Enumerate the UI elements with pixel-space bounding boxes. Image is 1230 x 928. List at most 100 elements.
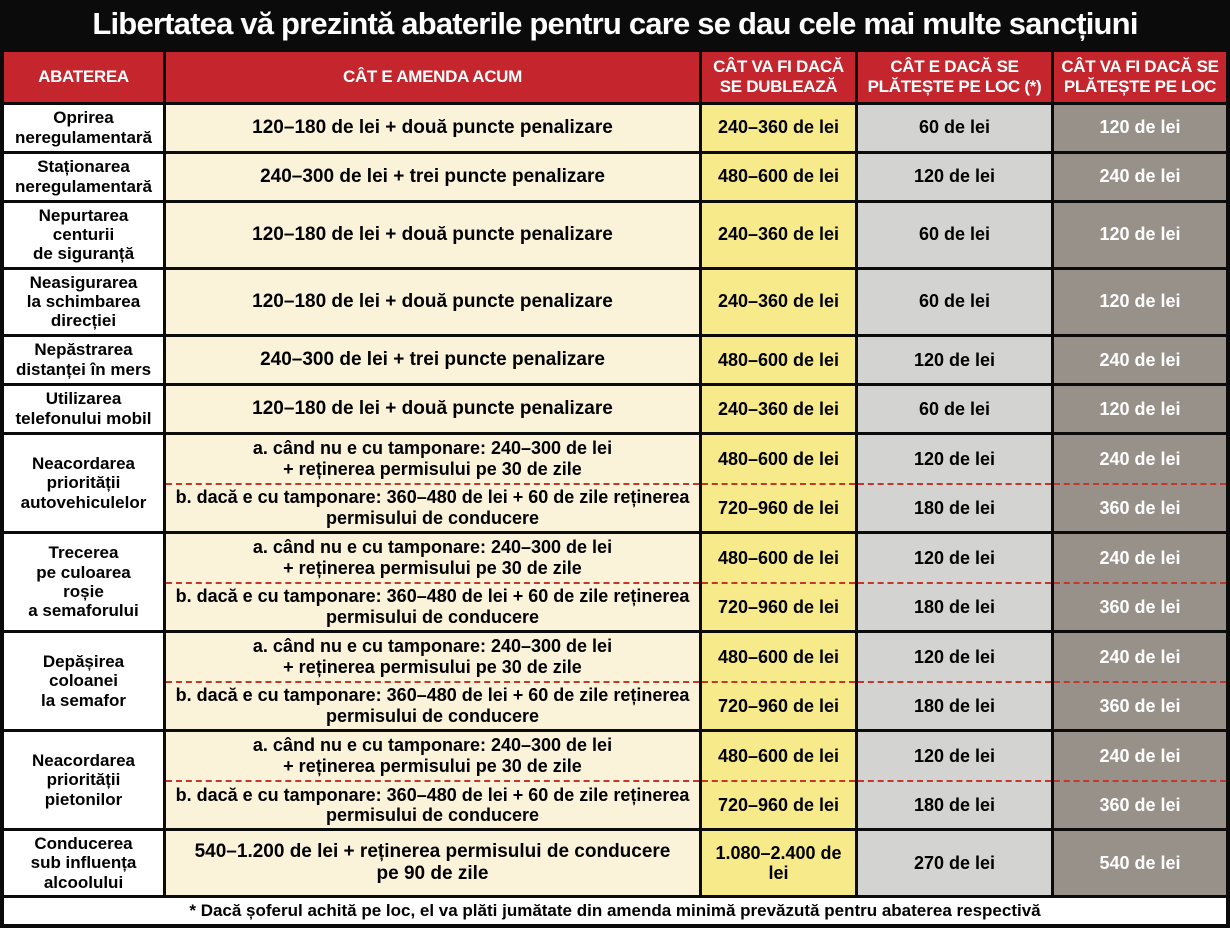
fine-on-spot-future-value: 240 de lei xyxy=(1054,153,1226,200)
sub-row: b. dacă e cu tamponare: 360–480 de lei +… xyxy=(166,780,1226,829)
fine-doubled-value: 1.080–2.400 de lei xyxy=(702,831,855,896)
violation-label: Nepurtarea centurii de siguranță xyxy=(4,202,163,267)
fine-doubled-value: 720–960 de lei xyxy=(702,780,855,829)
table-row: Neacordarea priorității autovehiculelor a… xyxy=(4,434,1226,531)
sub-row: 120–180 de lei + două puncte penalizare 2… xyxy=(166,104,1226,151)
fine-on-spot-value: 120 de lei xyxy=(858,632,1051,681)
fine-doubled-value: 240–360 de lei xyxy=(702,104,855,151)
row-sub-rows: a. când nu e cu tamponare: 240–300 de le… xyxy=(166,533,1226,630)
fine-on-spot-future-value: 360 de lei xyxy=(1054,780,1226,829)
fine-now-value: b. dacă e cu tamponare: 360–480 de lei +… xyxy=(166,581,699,630)
sub-row: 240–300 de lei + trei puncte penalizare 4… xyxy=(166,153,1226,200)
header-abaterea: ABATEREA xyxy=(4,51,163,102)
violation-label: Conducerea sub influența alcoolului xyxy=(4,831,163,896)
fine-now-value: a. când nu e cu tamponare: 240–300 de le… xyxy=(166,731,699,781)
fine-on-spot-value: 120 de lei xyxy=(858,731,1051,781)
fine-now-value: b. dacă e cu tamponare: 360–480 de lei +… xyxy=(166,680,699,729)
sub-row: a. când nu e cu tamponare: 240–300 de le… xyxy=(166,731,1226,781)
fine-on-spot-value: 120 de lei xyxy=(858,434,1051,483)
fine-on-spot-future-value: 120 de lei xyxy=(1054,104,1226,151)
sub-row: a. când nu e cu tamponare: 240–300 de le… xyxy=(166,632,1226,681)
table-row: Neasigurarea la schimbarea direcției 120–… xyxy=(4,269,1226,334)
fine-on-spot-future-value: 240 de lei xyxy=(1054,434,1226,483)
violation-label: Neacordarea priorității pietonilor xyxy=(4,731,163,829)
row-sub-rows: 240–300 de lei + trei puncte penalizare 4… xyxy=(166,336,1226,383)
fine-now-value: a. când nu e cu tamponare: 240–300 de le… xyxy=(166,533,699,582)
fine-now-value: 120–180 de lei + două puncte penalizare xyxy=(166,269,699,334)
page-title: Libertatea vă prezintă abaterile pentru … xyxy=(92,6,1138,41)
fine-on-spot-future-value: 540 de lei xyxy=(1054,831,1226,896)
fine-doubled-value: 240–360 de lei xyxy=(702,269,855,334)
table-row: Nepăstrarea distanței în mers 240–300 de … xyxy=(4,336,1226,383)
fine-doubled-value: 480–600 de lei xyxy=(702,153,855,200)
row-sub-rows: a. când nu e cu tamponare: 240–300 de le… xyxy=(166,434,1226,531)
fine-now-value: b. dacă e cu tamponare: 360–480 de lei +… xyxy=(166,482,699,531)
fine-on-spot-value: 180 de lei xyxy=(858,581,1051,630)
fine-now-value: 540–1.200 de lei + reținerea permisului … xyxy=(166,831,699,896)
fine-now-value: 240–300 de lei + trei puncte penalizare xyxy=(166,153,699,200)
row-sub-rows: 120–180 de lei + două puncte penalizare 2… xyxy=(166,269,1226,334)
fine-now-value: 240–300 de lei + trei puncte penalizare xyxy=(166,336,699,383)
fine-on-spot-value: 60 de lei xyxy=(858,269,1051,334)
row-sub-rows: 240–300 de lei + trei puncte penalizare 4… xyxy=(166,153,1226,200)
fine-on-spot-value: 60 de lei xyxy=(858,385,1051,432)
title-bar: Libertatea vă prezintă abaterile pentru … xyxy=(4,4,1226,49)
fine-now-value: a. când nu e cu tamponare: 240–300 de le… xyxy=(166,434,699,483)
sub-row: 240–300 de lei + trei puncte penalizare 4… xyxy=(166,336,1226,383)
header-plateste-pe-loc-viitor: CÂT VA FI DACĂ SE PLĂTEȘTE PE LOC xyxy=(1054,51,1226,102)
violation-label: Utilizarea telefonului mobil xyxy=(4,385,163,432)
sub-row: a. când nu e cu tamponare: 240–300 de le… xyxy=(166,434,1226,483)
violation-label: Neacordarea priorității autovehiculelor xyxy=(4,434,163,531)
footnote-row: * Dacă șoferul achită pe loc, el va plăt… xyxy=(4,898,1226,925)
sub-row: b. dacă e cu tamponare: 360–480 de lei +… xyxy=(166,680,1226,729)
fine-on-spot-future-value: 360 de lei xyxy=(1054,680,1226,729)
fine-doubled-value: 240–360 de lei xyxy=(702,202,855,267)
fine-doubled-value: 480–600 de lei xyxy=(702,533,855,582)
fine-on-spot-value: 60 de lei xyxy=(858,202,1051,267)
violation-label: Nepăstrarea distanței în mers xyxy=(4,336,163,383)
fine-on-spot-value: 180 de lei xyxy=(858,680,1051,729)
fine-on-spot-future-value: 240 de lei xyxy=(1054,336,1226,383)
fine-on-spot-value: 180 de lei xyxy=(858,780,1051,829)
row-sub-rows: a. când nu e cu tamponare: 240–300 de le… xyxy=(166,632,1226,729)
fine-now-value: b. dacă e cu tamponare: 360–480 de lei +… xyxy=(166,780,699,829)
header-plateste-pe-loc-acum: CÂT E DACĂ SE PLĂTEȘTE PE LOC (*) xyxy=(858,51,1051,102)
table-rows: Oprirea neregulamentară 120–180 de lei + … xyxy=(4,104,1226,896)
header-dubleaza: CÂT VA FI DACĂ SE DUBLEAZĂ xyxy=(702,51,855,102)
violation-label: Trecerea pe culoarea roșie a semaforului xyxy=(4,533,163,630)
fine-now-value: 120–180 de lei + două puncte penalizare xyxy=(166,104,699,151)
fine-on-spot-future-value: 240 de lei xyxy=(1054,731,1226,781)
header-amenda-acum: CÂT E AMENDA ACUM xyxy=(166,51,699,102)
sub-row: 120–180 de lei + două puncte penalizare 2… xyxy=(166,202,1226,267)
row-sub-rows: 540–1.200 de lei + reținerea permisului … xyxy=(166,831,1226,896)
table-row: Conducerea sub influența alcoolului 540–1… xyxy=(4,831,1226,896)
footnote: * Dacă șoferul achită pe loc, el va plăt… xyxy=(189,901,1041,921)
fine-on-spot-future-value: 120 de lei xyxy=(1054,385,1226,432)
table-row: Trecerea pe culoarea roșie a semaforului… xyxy=(4,533,1226,630)
table-row: Oprirea neregulamentară 120–180 de lei + … xyxy=(4,104,1226,151)
row-sub-rows: 120–180 de lei + două puncte penalizare 2… xyxy=(166,104,1226,151)
fine-doubled-value: 480–600 de lei xyxy=(702,434,855,483)
fine-on-spot-future-value: 360 de lei xyxy=(1054,482,1226,531)
fine-now-value: 120–180 de lei + două puncte penalizare xyxy=(166,202,699,267)
violation-label: Neasigurarea la schimbarea direcției xyxy=(4,269,163,334)
row-sub-rows: a. când nu e cu tamponare: 240–300 de le… xyxy=(166,731,1226,829)
sub-row: 540–1.200 de lei + reținerea permisului … xyxy=(166,831,1226,896)
table-header-row: ABATEREA CÂT E AMENDA ACUM CÂT VA FI DAC… xyxy=(4,51,1226,102)
fine-on-spot-future-value: 120 de lei xyxy=(1054,269,1226,334)
table-row: Neacordarea priorității pietonilor a. cân… xyxy=(4,731,1226,829)
fine-doubled-value: 480–600 de lei xyxy=(702,731,855,781)
fine-on-spot-value: 270 de lei xyxy=(858,831,1051,896)
fine-doubled-value: 480–600 de lei xyxy=(702,632,855,681)
fine-on-spot-value: 120 de lei xyxy=(858,533,1051,582)
fine-on-spot-future-value: 240 de lei xyxy=(1054,632,1226,681)
fine-now-value: 120–180 de lei + două puncte penalizare xyxy=(166,385,699,432)
fine-doubled-value: 720–960 de lei xyxy=(702,680,855,729)
fine-doubled-value: 480–600 de lei xyxy=(702,336,855,383)
sub-row: b. dacă e cu tamponare: 360–480 de lei +… xyxy=(166,581,1226,630)
sub-row: 120–180 de lei + două puncte penalizare 2… xyxy=(166,269,1226,334)
fine-on-spot-value: 120 de lei xyxy=(858,336,1051,383)
row-sub-rows: 120–180 de lei + două puncte penalizare 2… xyxy=(166,385,1226,432)
fine-now-value: a. când nu e cu tamponare: 240–300 de le… xyxy=(166,632,699,681)
